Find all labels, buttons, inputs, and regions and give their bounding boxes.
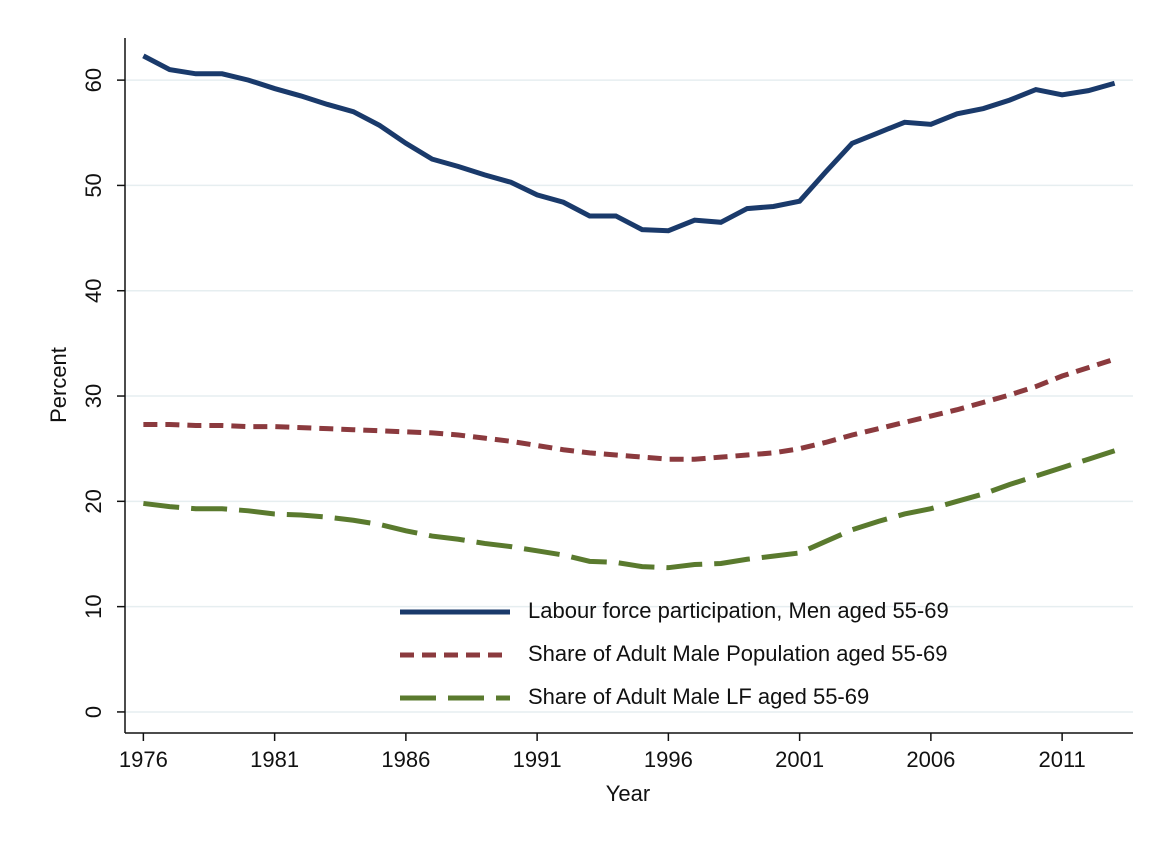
x-axis-label: Year	[606, 781, 650, 806]
legend-label: Labour force participation, Men aged 55-…	[528, 598, 949, 623]
y-tick-label: 0	[81, 706, 106, 718]
x-tick-label: 1976	[119, 747, 168, 772]
x-tick-label: 2001	[775, 747, 824, 772]
x-tick-label: 1981	[250, 747, 299, 772]
x-tick-label: 1991	[513, 747, 562, 772]
legend-label: Share of Adult Male Population aged 55-6…	[528, 641, 948, 666]
x-tick-label: 2011	[1038, 747, 1085, 772]
legend-label: Share of Adult Male LF aged 55-69	[528, 684, 869, 709]
y-tick-label: 30	[81, 384, 106, 408]
y-axis-label: Percent	[46, 347, 71, 423]
y-tick-label: 20	[81, 489, 106, 513]
x-tick-label: 1996	[644, 747, 693, 772]
y-tick-label: 60	[81, 68, 106, 92]
y-tick-label: 10	[81, 594, 106, 618]
line-series	[142, 53, 1116, 234]
x-tick-label: 2006	[906, 747, 955, 772]
line-series	[143, 448, 1116, 571]
x-tick-label: 1986	[381, 747, 430, 772]
y-tick-label: 50	[81, 173, 106, 197]
line-series	[143, 356, 1116, 462]
y-tick-label: 40	[81, 278, 106, 302]
